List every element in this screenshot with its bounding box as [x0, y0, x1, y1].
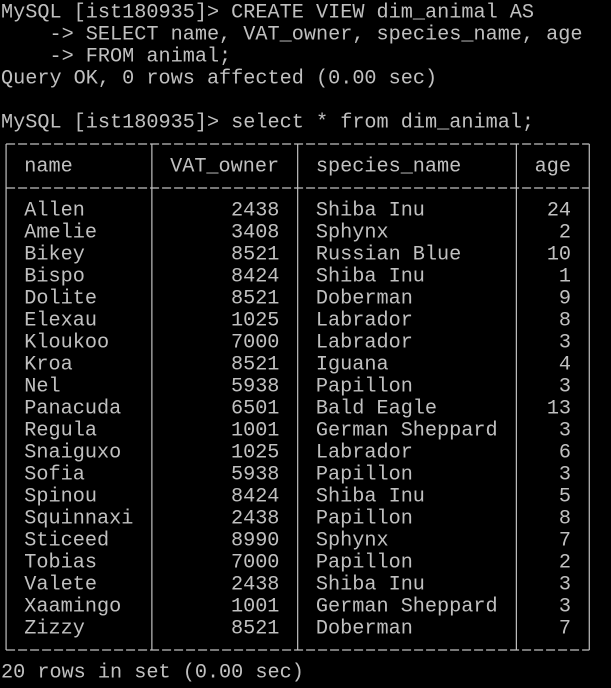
table-cell: 2 — [559, 221, 571, 244]
table-cell: 8990 — [231, 529, 279, 552]
table-cell: Panacuda — [24, 397, 121, 420]
table-cell: Dolite — [24, 287, 97, 310]
table-cell: 2438 — [231, 507, 279, 530]
table-cell: Papillon — [316, 463, 413, 486]
table-cell: Regula — [24, 419, 97, 442]
table-cell: 3 — [559, 463, 571, 486]
table-cell: Doberman — [316, 287, 413, 310]
table-cell: Spinou — [24, 485, 97, 508]
column-header: age — [535, 155, 571, 178]
table-cell: Zizzy — [24, 617, 85, 640]
table-cell: 9 — [559, 287, 571, 310]
table-cell: Kloukoo — [24, 331, 109, 354]
table-cell: Sofia — [24, 463, 85, 486]
table-cell: 7000 — [231, 331, 279, 354]
command-line: MySQL [ist180935]> CREATE VIEW dim_anima… — [1, 1, 534, 24]
table-cell: Papillon — [316, 375, 413, 398]
table-cell: Labrador — [316, 441, 413, 464]
table-cell: 4 — [559, 353, 571, 376]
table-cell: 8424 — [231, 265, 279, 288]
table-cell: 5 — [559, 485, 571, 508]
table-cell: 6501 — [231, 397, 279, 420]
table-cell: 8521 — [231, 287, 279, 310]
table-cell: Shiba Inu — [316, 573, 425, 596]
table-cell: 8424 — [231, 485, 279, 508]
table-cell: Nel — [24, 375, 60, 398]
table-cell: 2 — [559, 551, 571, 574]
table-cell: 2438 — [231, 573, 279, 596]
table-cell: 5938 — [231, 375, 279, 398]
table-cell: Papillon — [316, 551, 413, 574]
table-cell: German Sheppard — [316, 595, 498, 618]
table-cell: Bikey — [24, 243, 85, 266]
table-cell: Elexau — [24, 309, 97, 332]
table-cell: 8521 — [231, 243, 279, 266]
table-cell: 13 — [547, 397, 571, 420]
table-cell: Shiba Inu — [316, 485, 425, 508]
table-cell: Tobias — [24, 551, 97, 574]
table-cell: 1001 — [231, 595, 279, 618]
table-cell: Iguana — [316, 353, 389, 376]
table-cell: 6 — [559, 441, 571, 464]
command-line: -> FROM animal; — [1, 45, 231, 68]
table-cell: Labrador — [316, 309, 413, 332]
table-cell: 7 — [559, 529, 571, 552]
table-cell: Sphynx — [316, 529, 389, 552]
table-cell: 8 — [559, 507, 571, 530]
table-cell: 3 — [559, 331, 571, 354]
table-cell: Doberman — [316, 617, 413, 640]
table-cell: 3 — [559, 595, 571, 618]
table-cell: Bald Eagle — [316, 397, 437, 420]
table-cell: 5938 — [231, 463, 279, 486]
query-result: 20 rows in set (0.00 sec) — [1, 661, 304, 684]
table-cell: Papillon — [316, 507, 413, 530]
table-cell: 2438 — [231, 199, 279, 222]
column-header: species_name — [316, 155, 461, 178]
table-cell: Labrador — [316, 331, 413, 354]
table-cell: Allen — [24, 199, 85, 222]
table-cell: 3 — [559, 375, 571, 398]
table-cell: Valete — [24, 573, 97, 596]
command-line: MySQL [ist180935]> select * from dim_ani… — [1, 111, 534, 134]
table-cell: 7 — [559, 617, 571, 640]
table-cell: 3 — [559, 573, 571, 596]
table-cell: 24 — [547, 199, 571, 222]
table-cell: 1025 — [231, 441, 279, 464]
table-cell: Xaamingo — [24, 595, 121, 618]
table-cell: Russian Blue — [316, 243, 461, 266]
table-cell: 1 — [559, 265, 571, 288]
column-header: name — [24, 155, 72, 178]
command-line: -> SELECT name, VAT_owner, species_name,… — [1, 23, 583, 46]
table-cell: 3 — [559, 419, 571, 442]
table-cell: 3408 — [231, 221, 279, 244]
table-cell: 1001 — [231, 419, 279, 442]
query-result: Query OK, 0 rows affected (0.00 sec) — [1, 67, 437, 90]
table-cell: Amelie — [24, 221, 97, 244]
table-cell: Sphynx — [316, 221, 389, 244]
table-cell: 8521 — [231, 617, 279, 640]
table-cell: German Sheppard — [316, 419, 498, 442]
table-cell: Bispo — [24, 265, 85, 288]
table-cell: 8 — [559, 309, 571, 332]
table-cell: Kroa — [24, 353, 72, 376]
table-cell: Snaiguxo — [24, 441, 121, 464]
table-cell: 10 — [547, 243, 571, 266]
table-cell: 8521 — [231, 353, 279, 376]
table-cell: 7000 — [231, 551, 279, 574]
table-cell: Squinnaxi — [24, 507, 133, 530]
table-cell: 1025 — [231, 309, 279, 332]
column-header: VAT_owner — [170, 155, 279, 178]
table-cell: Shiba Inu — [316, 265, 425, 288]
table-cell: Shiba Inu — [316, 199, 425, 222]
table-cell: Sticeed — [24, 529, 109, 552]
